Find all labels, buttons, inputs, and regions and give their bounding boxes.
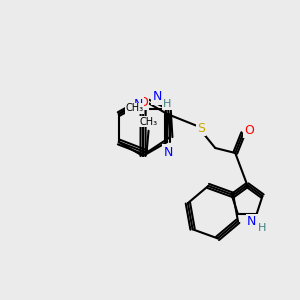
Text: H: H xyxy=(163,99,171,109)
Text: S: S xyxy=(197,122,205,134)
Text: CH₃: CH₃ xyxy=(140,117,158,127)
Text: N: N xyxy=(134,98,143,111)
Text: N: N xyxy=(152,91,162,103)
Text: N: N xyxy=(247,215,256,228)
Text: O: O xyxy=(244,124,254,136)
Text: N: N xyxy=(164,146,173,158)
Text: O: O xyxy=(138,95,148,109)
Text: CH₃: CH₃ xyxy=(125,103,143,113)
Text: H: H xyxy=(257,223,266,233)
